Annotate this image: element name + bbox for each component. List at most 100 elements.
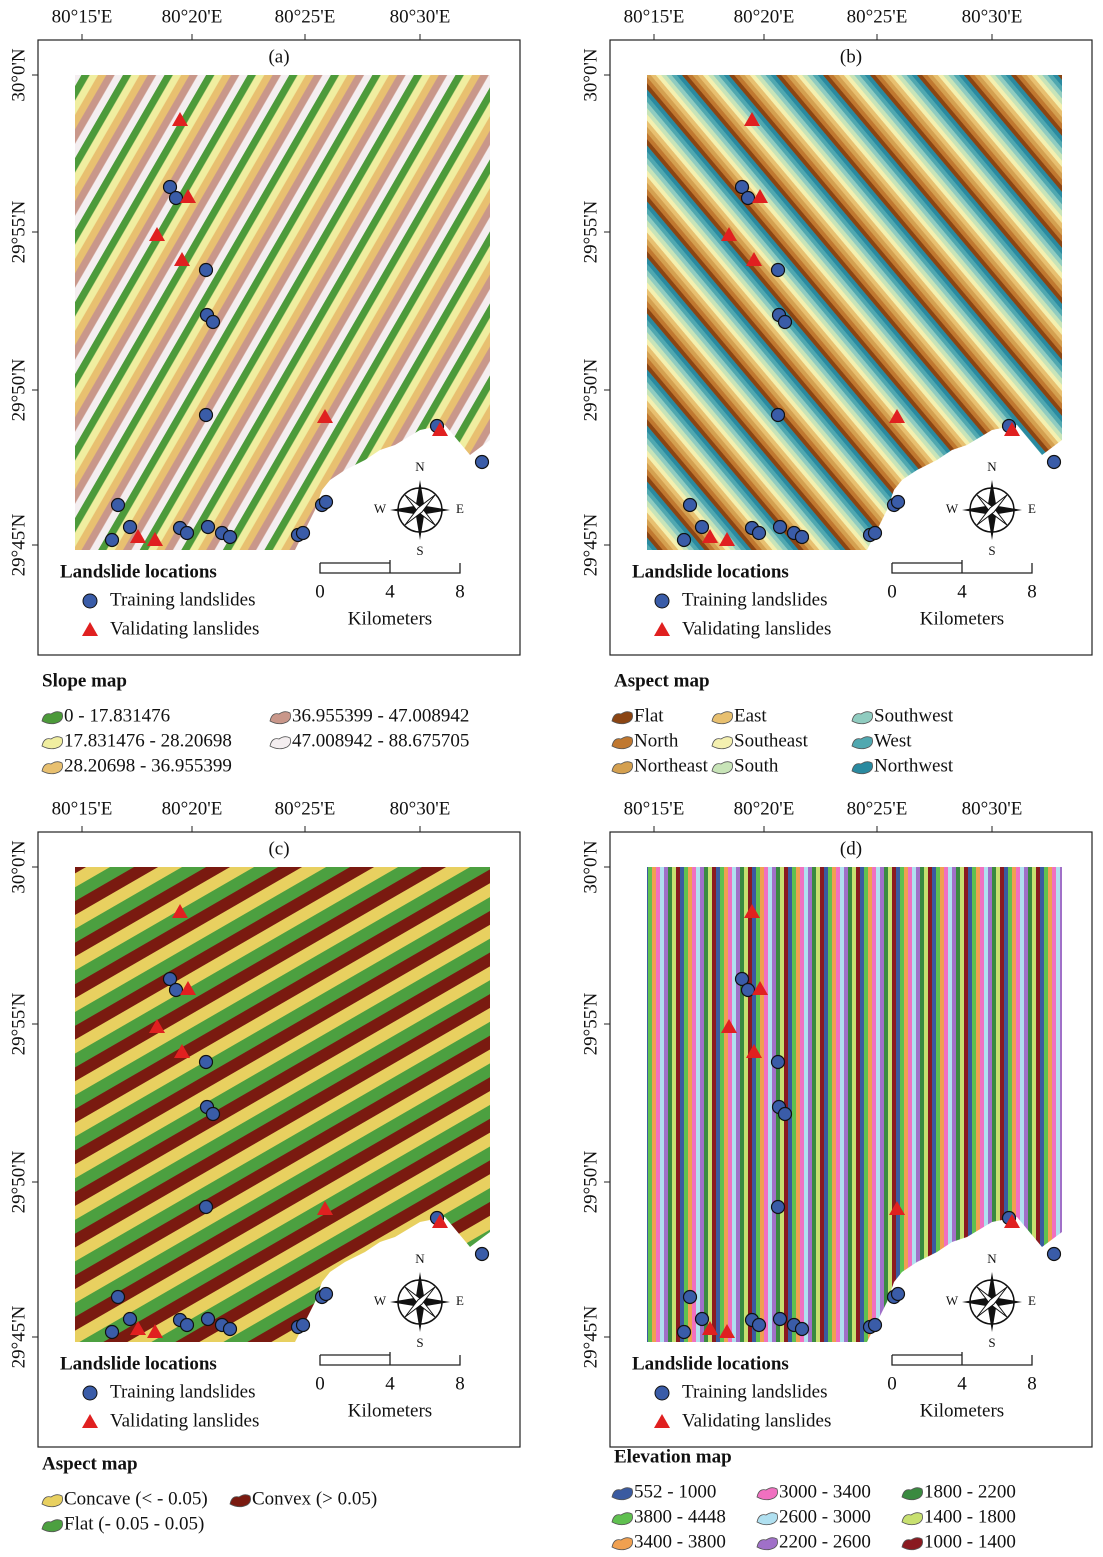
map-title: Aspect map: [42, 1453, 138, 1474]
panel-label: (a): [268, 46, 289, 67]
legend-label: Training landslides: [682, 589, 828, 610]
class-label: 2600 - 3000: [779, 1506, 871, 1527]
training-marker: [106, 534, 119, 547]
class-label: 28.20698 - 36.955399: [64, 755, 232, 776]
training-marker: [320, 496, 333, 509]
scale-label: 4: [957, 1373, 967, 1394]
compass-label: E: [456, 1293, 464, 1308]
legend-title: Landslide locations: [60, 1353, 217, 1374]
class-swatch: [612, 712, 633, 724]
training-marker: [684, 499, 697, 512]
class-swatch: [612, 1513, 633, 1525]
training-marker: [774, 521, 787, 534]
compass-label: S: [416, 543, 423, 558]
x-tick-label: 80°30'E: [962, 798, 1023, 819]
class-label: South: [734, 755, 779, 776]
x-tick-label: 80°25'E: [847, 798, 908, 819]
training-marker: [181, 527, 194, 540]
panel-label: (d): [840, 838, 862, 859]
compass-label: E: [456, 501, 464, 516]
compass-label: W: [374, 1293, 387, 1308]
legend-marker: [655, 1386, 669, 1400]
figure: 80°15'E 80°20'E 80°25'E 80°30'E 30°0'N 29°55'…: [0, 0, 1103, 1557]
class-swatch: [612, 1538, 633, 1550]
legend-label: Validating lanslides: [110, 1410, 259, 1431]
class-swatch: [852, 712, 873, 724]
map-panel: 80°15'E80°20'E80°25'E80°30'E30°0'N29°55'…: [580, 6, 1092, 776]
scale-label: 8: [1027, 1373, 1037, 1394]
y-tick-label: 29°45'N: [8, 1305, 29, 1368]
training-marker: [202, 1313, 215, 1326]
legend-title: Landslide locations: [60, 561, 217, 582]
scale-unit: Kilometers: [348, 608, 432, 629]
training-marker: [106, 1326, 119, 1339]
compass-label: W: [374, 501, 387, 516]
compass-label: E: [1028, 1293, 1036, 1308]
class-label: Convex (> 0.05): [252, 1488, 377, 1509]
training-marker: [1048, 456, 1061, 469]
compass-label: E: [1028, 501, 1036, 516]
y-tick-label: 29°55'N: [8, 992, 29, 1055]
x-tick-label: 80°20'E: [162, 6, 223, 27]
training-marker: [892, 1288, 905, 1301]
class-label: Northwest: [874, 755, 954, 776]
compass-label: N: [415, 459, 425, 474]
y-tick-label: 30°0'N: [580, 48, 601, 102]
x-tick-label: 80°20'E: [162, 798, 223, 819]
training-marker: [696, 521, 709, 534]
scale-label: 8: [1027, 581, 1037, 602]
training-marker: [869, 527, 882, 540]
compass-label: N: [987, 1251, 997, 1266]
class-label: 36.955399 - 47.008942: [292, 705, 469, 726]
training-marker: [112, 1291, 125, 1304]
class-swatch: [852, 762, 873, 774]
training-marker: [772, 1056, 785, 1069]
training-marker: [678, 1326, 691, 1339]
x-tick-label: 80°30'E: [390, 798, 451, 819]
legend-label: Validating lanslides: [110, 618, 259, 639]
scale-label: 8: [455, 1373, 465, 1394]
compass-label: W: [946, 501, 959, 516]
training-marker: [320, 1288, 333, 1301]
training-marker: [200, 409, 213, 422]
legend-label: Validating lanslides: [682, 1410, 831, 1431]
training-marker: [476, 456, 489, 469]
class-label: 17.831476 - 28.20698: [64, 730, 232, 751]
x-tick-label: 80°15'E: [52, 6, 113, 27]
training-marker: [774, 1313, 787, 1326]
class-swatch: [270, 712, 291, 724]
compass-label: S: [416, 1335, 423, 1350]
class-label: Concave (< - 0.05): [64, 1488, 208, 1509]
y-tick-label: 29°50'N: [8, 1150, 29, 1213]
scale-label: 4: [957, 581, 967, 602]
training-marker: [181, 1319, 194, 1332]
class-label: East: [734, 705, 767, 726]
scale-label: 0: [887, 1373, 897, 1394]
class-label: Southeast: [734, 730, 809, 751]
scale-unit: Kilometers: [348, 1400, 432, 1421]
training-marker: [678, 534, 691, 547]
training-marker: [207, 316, 220, 329]
x-tick-label: 80°15'E: [624, 798, 685, 819]
class-label: 1400 - 1800: [924, 1506, 1016, 1527]
x-tick-label: 80°25'E: [275, 798, 336, 819]
training-marker: [297, 527, 310, 540]
legend-label: Training landslides: [682, 1381, 828, 1402]
class-swatch: [712, 737, 733, 749]
training-marker: [124, 1313, 137, 1326]
class-label: Flat (- 0.05 - 0.05): [64, 1513, 204, 1534]
training-marker: [753, 1319, 766, 1332]
training-marker: [796, 531, 809, 544]
class-swatch: [757, 1513, 778, 1525]
class-label: 3400 - 3800: [634, 1531, 726, 1552]
class-swatch: [902, 1513, 923, 1525]
class-swatch: [712, 712, 733, 724]
training-marker: [772, 409, 785, 422]
panel-label: (c): [268, 838, 289, 859]
class-label: Southwest: [874, 705, 954, 726]
training-marker: [772, 264, 785, 277]
class-swatch: [902, 1488, 923, 1500]
class-swatch: [42, 1495, 63, 1507]
class-label: 0 - 17.831476: [64, 705, 170, 726]
